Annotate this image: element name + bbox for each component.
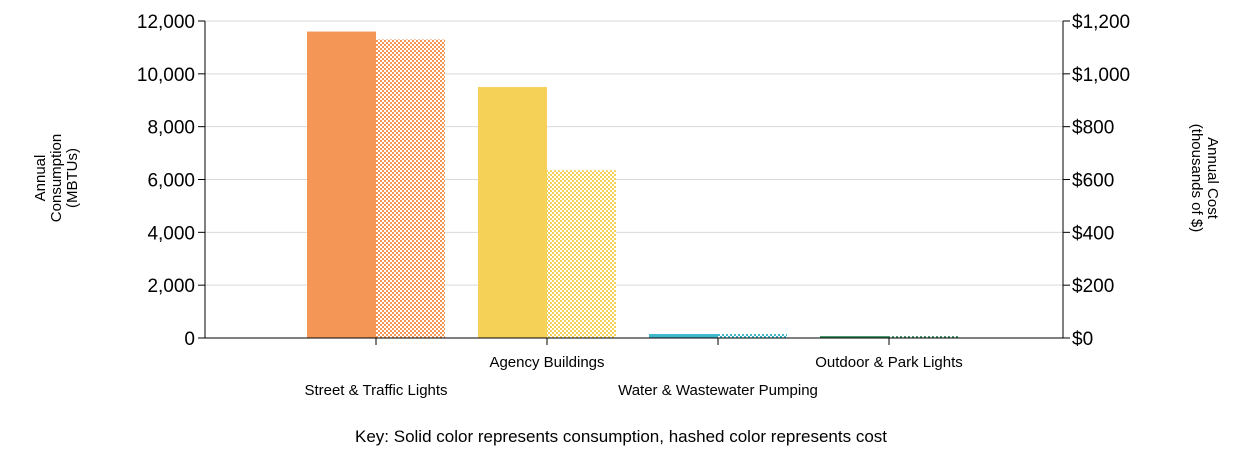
y-axis-title-right: Annual Cost(thousands of $) xyxy=(1188,124,1221,232)
axes xyxy=(198,20,1070,345)
category-label: Agency Buildings xyxy=(489,354,604,371)
right-tick-label: $1,000 xyxy=(1072,65,1130,86)
left-tick-label: 12,000 xyxy=(137,12,195,33)
consumption-bar xyxy=(478,87,547,339)
axis-titles: Annual Consumption (MBTUs) Annual Cost(thou… xyxy=(32,124,1221,232)
right-tick-label: $400 xyxy=(1072,223,1114,244)
right-tick-label: $200 xyxy=(1072,276,1114,297)
cost-bar xyxy=(376,39,445,338)
tick-labels: 0 $0 2,000 $200 4,000 $400 6,000 $600 8,000 $800 1… xyxy=(137,12,1130,350)
left-tick-label: 0 xyxy=(184,329,195,350)
y-axis-title-left: Annual Consumption (MBTUs) xyxy=(32,134,81,222)
y-axis-title-left-line: (MBTUs) xyxy=(64,148,81,208)
left-tick-label: 4,000 xyxy=(147,223,195,244)
consumption-bar xyxy=(307,31,376,339)
cost-bar xyxy=(547,170,616,338)
category-label: Street & Traffic Lights xyxy=(304,382,447,399)
left-tick-label: 8,000 xyxy=(147,118,195,139)
cost-bar xyxy=(889,336,958,338)
consumption-bar xyxy=(820,336,889,338)
right-tick-label: $800 xyxy=(1072,118,1114,139)
y-axis-title-left-line: Consumption xyxy=(48,134,65,222)
y-axis-title-left-line: Annual xyxy=(32,155,49,202)
bars xyxy=(307,31,958,339)
consumption-bar xyxy=(649,334,718,338)
y-axis-title-right-line: (thousands of $) xyxy=(1188,124,1205,232)
right-tick-label: $1,200 xyxy=(1072,12,1130,33)
y-axis-title-right-line: Annual Cost xyxy=(1204,137,1221,220)
left-tick-label: 10,000 xyxy=(137,65,195,86)
right-tick-label: $0 xyxy=(1072,329,1093,350)
key-note: Key: Solid color represents consumption,… xyxy=(355,427,887,446)
category-labels: Street & Traffic Lights Agency Buildings W… xyxy=(304,354,962,399)
category-label: Water & Wastewater Pumping xyxy=(618,382,818,399)
left-tick-label: 2,000 xyxy=(147,276,195,297)
cost-bar xyxy=(718,334,787,338)
category-label: Outdoor & Park Lights xyxy=(815,354,963,371)
right-tick-label: $600 xyxy=(1072,171,1114,192)
left-tick-label: 6,000 xyxy=(147,171,195,192)
